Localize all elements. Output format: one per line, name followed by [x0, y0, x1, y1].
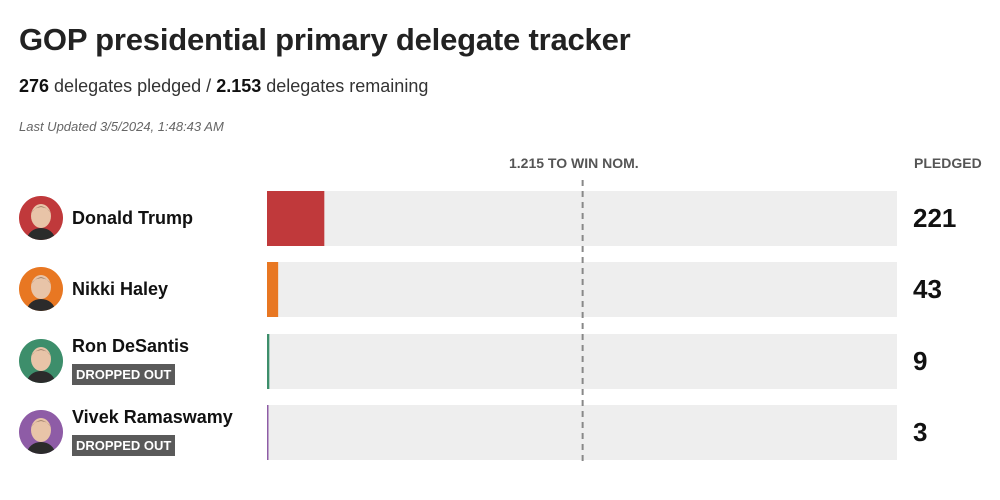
last-updated: Last Updated 3/5/2024, 1:48:43 AM: [19, 119, 224, 134]
page-title: GOP presidential primary delegate tracke…: [19, 22, 631, 57]
bar: [267, 405, 269, 460]
candidate-row: Donald Trump 221: [0, 191, 1000, 247]
trump-avatar-icon: [19, 196, 63, 240]
status-badge: DROPPED OUT: [72, 364, 176, 385]
bar: [267, 191, 325, 246]
haley-avatar-icon: [19, 267, 63, 311]
delegate-summary: 276 delegates pledged / 2.153 delegates …: [19, 76, 428, 97]
bar: [267, 334, 270, 389]
candidate-name: Donald Trump: [72, 208, 193, 228]
pledged-text: delegates pledged /: [49, 76, 217, 96]
candidate-name: Vivek Ramaswamy: [72, 407, 233, 427]
pledged-value: 221: [913, 203, 957, 233]
desantis-avatar-icon: [19, 339, 63, 383]
candidate-name: Nikki Haley: [72, 279, 169, 299]
threshold-label: 1.215 TO WIN NOM.: [509, 155, 639, 171]
bar: [267, 262, 279, 317]
candidate-row: Nikki Haley 43: [0, 262, 1000, 318]
remaining-text: delegates remaining: [261, 76, 429, 96]
pledged-value: 43: [913, 274, 942, 304]
pledged-column-label: PLEDGED: [914, 155, 982, 171]
candidate-row: Ron DeSantis DROPPED OUT 9: [0, 334, 1000, 390]
pledged-value: 3: [913, 417, 928, 447]
candidate-row: Vivek Ramaswamy DROPPED OUT 3: [0, 405, 1000, 461]
remaining-count: 2.153: [216, 76, 262, 96]
pledged-count: 276: [19, 76, 50, 96]
candidate-name: Ron DeSantis: [72, 336, 190, 356]
status-badge: DROPPED OUT: [72, 435, 176, 456]
ramaswamy-avatar-icon: [19, 410, 63, 454]
pledged-value: 9: [913, 346, 928, 376]
